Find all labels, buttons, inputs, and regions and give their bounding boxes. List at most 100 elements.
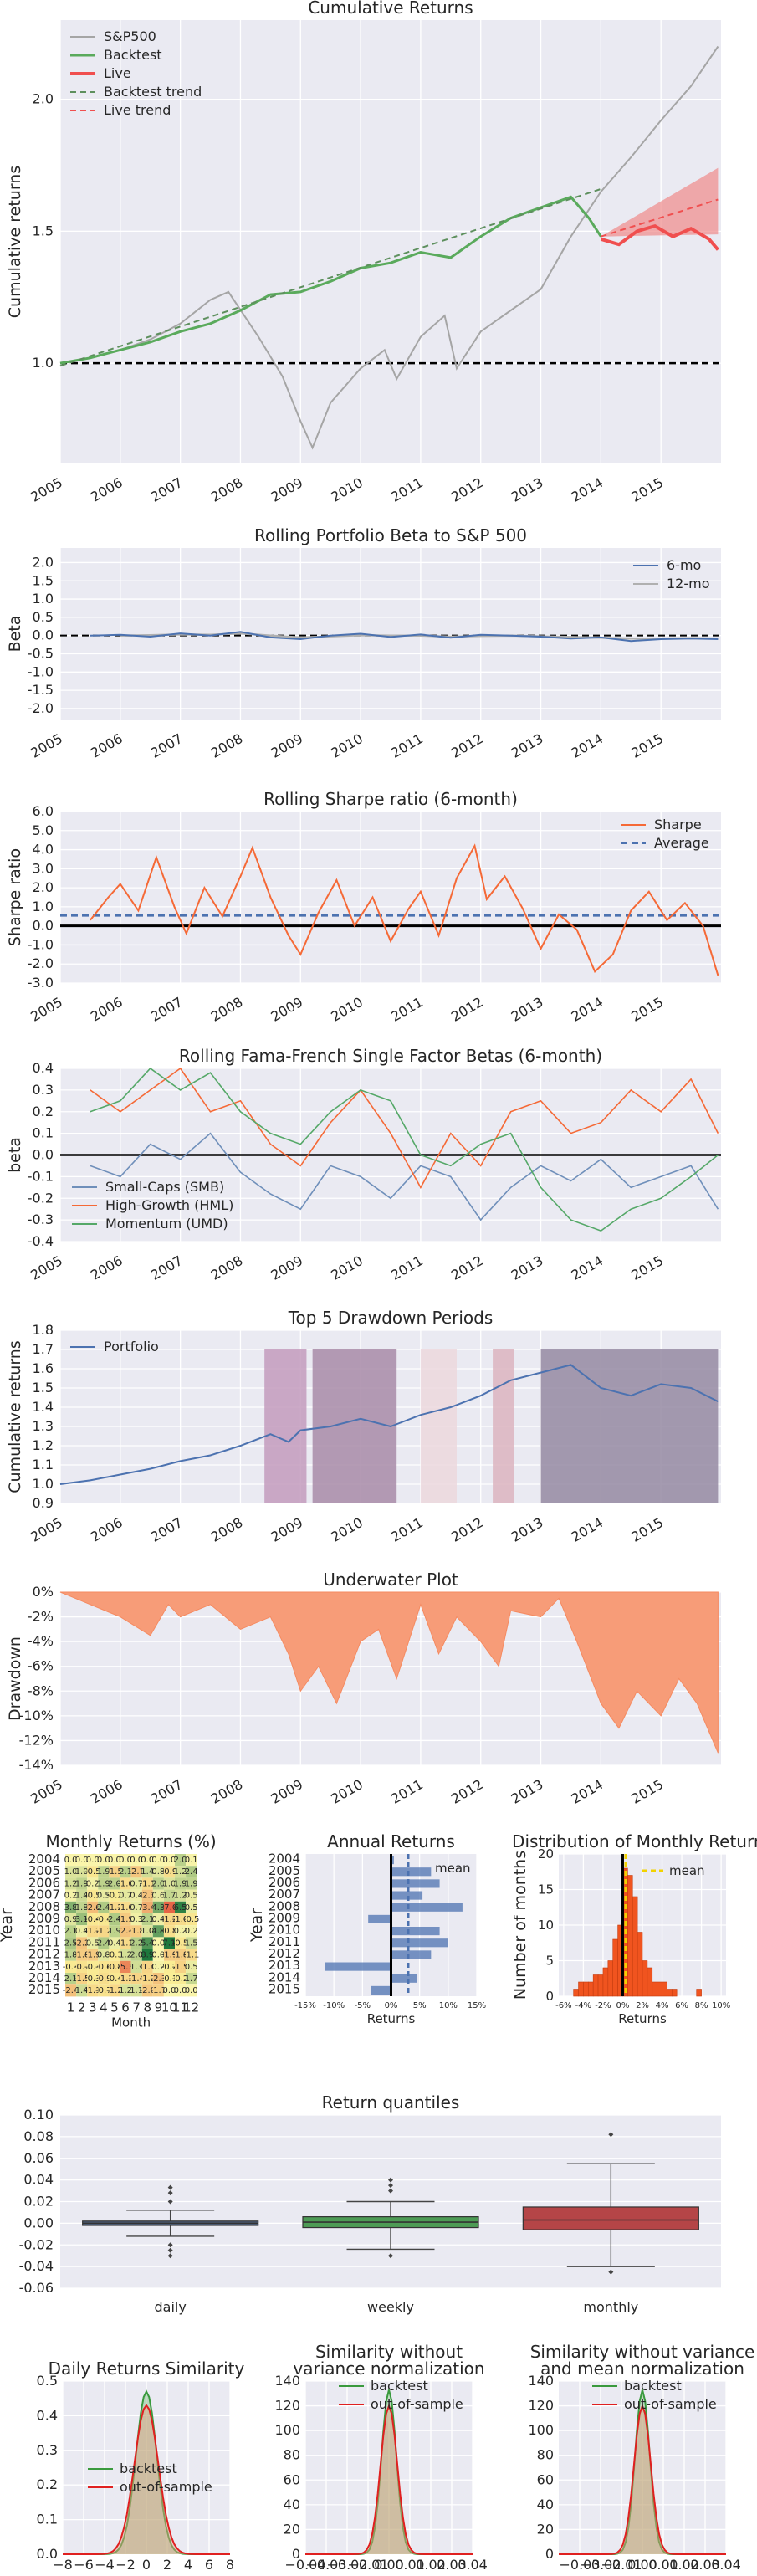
outlier-point xyxy=(388,2183,393,2189)
outlier-point xyxy=(167,2242,173,2248)
heatmap-cell xyxy=(65,1949,77,1961)
heatmap-value: -0.8 xyxy=(106,1963,123,1972)
heatmap-cell xyxy=(109,1973,120,1985)
y-tick-label: -4% xyxy=(28,1633,54,1649)
annual-return-bar xyxy=(391,1891,423,1900)
y-axis-label: Cumulative returns xyxy=(6,166,24,318)
drawdown-period xyxy=(264,1349,307,1503)
drawdown-period xyxy=(420,1349,457,1503)
histogram-bar xyxy=(662,1981,667,1997)
heatmap-value: 1.9 xyxy=(97,1867,110,1877)
heatmap-cell xyxy=(120,1973,131,1985)
heatmap-cell xyxy=(175,1901,187,1913)
month-label: 11 xyxy=(172,2000,188,2015)
heatmap-value: 2.0 xyxy=(130,1951,143,1960)
x-tick-label: 2014 xyxy=(569,1776,606,1807)
heatmap-value: 1.4 xyxy=(75,1986,89,1995)
x-tick-label: 2012 xyxy=(448,1252,486,1283)
outlier-point xyxy=(167,2199,173,2205)
heatmap-cell xyxy=(175,1925,187,1938)
histogram-bar xyxy=(667,1989,673,1997)
year-label: 2005 xyxy=(269,1863,300,1878)
x-tick-label: monthly xyxy=(583,2299,638,2315)
chart-title: Annual Returns xyxy=(327,1831,455,1851)
year-label: 2010 xyxy=(28,1923,60,1938)
annual-return-bar xyxy=(391,1950,432,1959)
x-tick-label: 2011 xyxy=(388,994,426,1025)
heatmap-cell xyxy=(130,1854,142,1867)
heatmap-cell xyxy=(152,1937,164,1949)
x-tick-label: 2009 xyxy=(269,1514,306,1545)
sharpe-line xyxy=(90,843,719,976)
outlier-point xyxy=(608,2269,614,2275)
heatmap-cell xyxy=(186,1866,197,1878)
histogram-bar xyxy=(671,1989,678,1997)
heatmap-cell xyxy=(120,1877,131,1890)
heatmap-cell xyxy=(163,1901,175,1913)
heatmap-value: 0.1 xyxy=(185,1856,198,1865)
plot-area xyxy=(60,548,721,720)
heatmap-value: 1.0 xyxy=(162,1879,176,1888)
chart-3: 2005 2006 2007 2008 2009 2010 2011 2012 2013 2014… xyxy=(6,1046,721,1283)
y-tick-label: 5 xyxy=(545,1954,554,1969)
heatmap-value: -1.8 xyxy=(74,1951,90,1960)
heatmap-value: -2.3 xyxy=(117,1927,134,1936)
chart-title-line: Similarity without variance xyxy=(530,2342,755,2362)
heatmap-value: 0.0 xyxy=(162,1986,176,1995)
y-tick-label: 15 xyxy=(538,1882,554,1897)
heatmap-value: -1.9 xyxy=(117,1915,134,1924)
heatmap-cell xyxy=(120,1913,131,1926)
heatmap-cell xyxy=(65,1889,77,1902)
y-tick-label: 0% xyxy=(33,1584,54,1600)
heatmap-cell xyxy=(109,1854,120,1867)
heatmap-value: 1.2 xyxy=(119,1986,132,1995)
heatmap-value: 0.0 xyxy=(162,1856,176,1865)
heatmap-value: -0.7 xyxy=(74,1963,90,1972)
y-tick-label: 0.5 xyxy=(33,609,54,625)
heatmap-value: -0.8 xyxy=(161,1927,178,1936)
histogram-bar xyxy=(647,1967,653,1997)
live-trend-line xyxy=(601,198,719,238)
heatmap-cell xyxy=(65,1854,77,1867)
heatmap-cell xyxy=(130,1889,142,1902)
x-tick-label: 2009 xyxy=(269,474,306,505)
monthly-returns-distribution: Distribution of Monthly Returns20151050-… xyxy=(511,1831,757,2026)
x-tick-label: 2010 xyxy=(328,1776,366,1807)
legend-item: S&P500 xyxy=(104,28,156,44)
x-tick-label: 2011 xyxy=(388,1514,426,1545)
heatmap-cell xyxy=(98,1877,110,1890)
x-tick-label: 2015 xyxy=(628,474,666,505)
plot-area xyxy=(60,812,721,983)
histogram-bar xyxy=(696,1989,702,1997)
heatmap-value: -2.3 xyxy=(139,1892,156,1901)
heatmap-cell xyxy=(175,1889,187,1902)
x-tick-label: 0% xyxy=(616,2001,630,2010)
month-label: 8 xyxy=(143,2000,151,2015)
y-tick-label: -2.0 xyxy=(28,700,54,716)
x-tick-label: 0 xyxy=(142,2557,151,2573)
y-tick-label: 0.00 xyxy=(23,2215,54,2230)
legend-item: Sharpe xyxy=(654,817,702,832)
y-tick-label: 0.4 xyxy=(33,1060,54,1076)
heatmap-value: -0.2 xyxy=(172,1974,189,1984)
y-tick-label: 2.0 xyxy=(33,554,54,570)
heatmap-value: -2.0 xyxy=(139,1986,156,1995)
x-tick-label: −0.02 xyxy=(580,2557,621,2573)
heatmap-cell xyxy=(76,1889,88,1902)
chart-title: Daily Returns Similarity xyxy=(49,2358,245,2379)
x-tick-label: 2008 xyxy=(208,1776,246,1807)
legend-item: Momentum (UMD) xyxy=(105,1216,228,1232)
heatmap-value: 5.4 xyxy=(141,1938,154,1948)
heatmap-value: 0.0 xyxy=(185,1986,198,1995)
x-tick-label: 2009 xyxy=(269,994,306,1025)
smb-line xyxy=(90,1132,719,1221)
x-tick-label: 2013 xyxy=(509,1514,546,1545)
y-tick-label: 80 xyxy=(537,2447,554,2463)
heatmap-value: -1.9 xyxy=(84,1951,101,1960)
heatmap-value: 0.0 xyxy=(86,1856,100,1865)
year-label: 2007 xyxy=(28,1887,60,1903)
heatmap-cell xyxy=(163,1937,175,1949)
heatmap-cell xyxy=(87,1984,99,1997)
x-tick-label: 2008 xyxy=(208,474,246,505)
heatmap-value: -3.4 xyxy=(139,1903,156,1913)
